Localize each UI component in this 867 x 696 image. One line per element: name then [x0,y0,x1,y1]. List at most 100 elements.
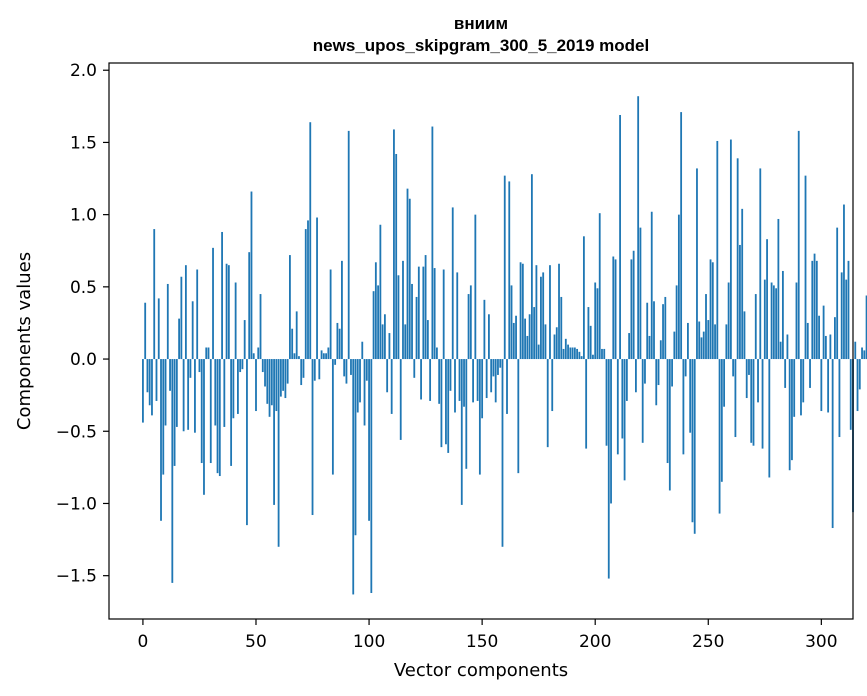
bar-255 [718,359,721,514]
bar-290 [797,130,800,360]
bar-316 [856,359,859,412]
bar-274 [761,359,764,449]
bar-213 [623,359,626,481]
bar-221 [641,359,644,443]
bar-229 [659,340,662,360]
bar-59 [275,359,278,412]
bar-200 [594,282,597,360]
bar-102 [372,291,375,360]
bar-10 [164,359,167,426]
bar-265 [741,208,744,360]
bar-23 [194,359,196,433]
bar-258 [725,324,728,360]
y-tick-label: 1.0 [70,206,97,226]
bar-110 [390,359,393,414]
bar-193 [578,351,581,360]
bar-252 [711,262,714,360]
bar-67 [293,353,296,360]
bar-310 [843,204,845,360]
bar-139 [456,272,459,360]
bar-99 [365,359,368,381]
bar-254 [716,140,719,360]
bar-293 [804,175,807,360]
bar-119 [411,283,413,360]
x-tick-label: 50 [245,632,267,652]
bar-220 [639,227,642,360]
bar-196 [585,359,588,449]
bar-162 [508,181,511,360]
bar-85 [334,359,337,365]
bar-34 [218,359,221,477]
bar-306 [834,317,836,360]
bar-16 [178,318,181,360]
x-tick-label: 250 [692,632,724,652]
bar-217 [632,250,635,360]
bar-320 [865,295,867,360]
bar-83 [329,269,332,360]
bar-73 [307,220,309,360]
bar-159 [501,359,504,547]
bar-107 [383,314,386,360]
bar-298 [815,260,818,360]
bar-56 [268,359,271,417]
bar-231 [664,296,667,360]
bar-31 [212,247,214,360]
bar-222 [644,359,646,384]
bar-256 [720,359,723,482]
x-tick-label: 300 [805,632,837,652]
bar-80 [322,353,325,360]
bar-280 [775,288,778,360]
bar-261 [732,359,735,377]
bar-94 [354,359,357,536]
bar-264 [739,244,741,360]
bar-178 [544,324,547,360]
bar-55 [266,359,269,404]
bar-172 [530,174,533,360]
bar-49 [252,353,255,360]
bar-112 [395,153,398,360]
bar-207 [610,359,612,504]
bar-199 [592,354,594,360]
bar-121 [415,296,418,360]
bar-257 [723,359,726,407]
bar-156 [494,359,497,403]
bar-242 [689,359,692,433]
bar-272 [757,359,759,403]
bar-164 [512,322,515,360]
bar-90 [345,359,348,384]
bar-134 [445,359,447,445]
bar-299 [818,315,820,360]
bar-234 [671,359,673,387]
bar-39 [230,359,233,466]
bar-5 [153,229,156,360]
bar-157 [497,359,499,375]
bar-212 [621,359,624,439]
bar-46 [246,359,248,526]
bar-209 [614,259,617,360]
bar-216 [630,259,633,360]
bar-6 [155,359,158,401]
bar-203 [601,348,603,360]
bar-132 [440,359,443,448]
bar-1 [144,302,147,360]
bar-45 [243,320,246,360]
bar-246 [698,321,701,360]
bar-228 [657,359,660,386]
bar-224 [648,335,651,360]
bar-161 [506,359,508,414]
bar-38 [227,265,230,360]
bar-300 [820,359,823,412]
bar-315 [854,341,857,360]
bar-65 [289,255,291,360]
bar-155 [492,359,495,377]
bar-319 [863,350,866,360]
bar-312 [847,260,850,360]
bar-173 [533,307,536,360]
bar-7 [157,298,160,360]
bar-260 [729,139,732,360]
bar-253 [714,324,716,360]
bar-51 [257,347,260,360]
x-tick-label: 0 [138,632,149,652]
x-axis-label: Vector components [394,660,568,681]
bar-69 [298,356,300,360]
